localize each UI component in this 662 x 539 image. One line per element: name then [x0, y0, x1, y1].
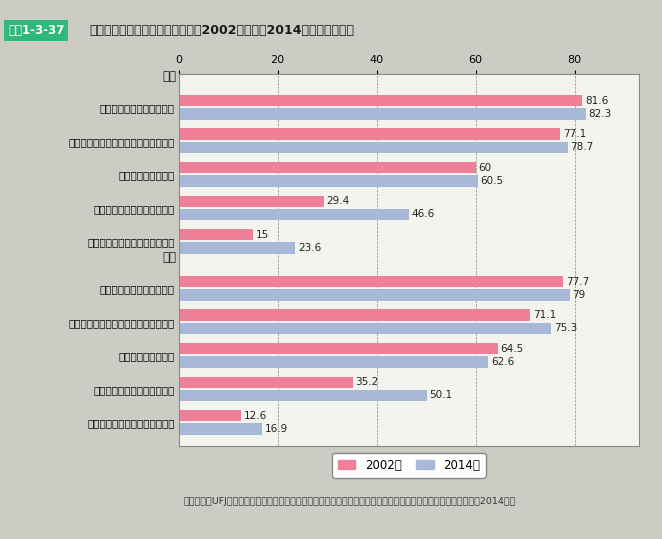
Text: 62.6: 62.6: [491, 357, 514, 367]
Bar: [179, 377, 353, 388]
Bar: [179, 229, 253, 240]
Bar: [179, 423, 262, 434]
Bar: [179, 128, 560, 140]
Text: 母親: 母親: [162, 251, 176, 264]
Text: 父親: 父親: [162, 70, 176, 83]
Bar: [179, 276, 563, 287]
Text: 12.6: 12.6: [244, 411, 267, 421]
Bar: [179, 243, 295, 254]
Bar: [179, 323, 551, 334]
Bar: [179, 410, 241, 421]
Bar: [179, 175, 478, 186]
Text: 71.1: 71.1: [533, 310, 556, 320]
Text: 46.6: 46.6: [412, 210, 435, 219]
Text: 23.6: 23.6: [298, 243, 321, 253]
Text: 16.9: 16.9: [265, 424, 288, 434]
Legend: 2002年, 2014年: 2002年, 2014年: [332, 453, 486, 478]
Text: 81.6: 81.6: [585, 95, 608, 106]
Text: 資料：三菱UFJリサーチ＆コンサルティング株式会社「子育て支援策等に関する調査（未就学児の父母調査）」（2014年）: 資料：三菱UFJリサーチ＆コンサルティング株式会社「子育て支援策等に関する調査（…: [183, 497, 516, 506]
Text: 82.3: 82.3: [589, 109, 612, 119]
Text: 77.1: 77.1: [563, 129, 586, 139]
Text: 64.5: 64.5: [500, 344, 524, 354]
Text: 78.7: 78.7: [571, 142, 594, 153]
Text: 77.7: 77.7: [565, 277, 589, 287]
Text: 35.2: 35.2: [355, 377, 379, 387]
Bar: [179, 356, 489, 368]
Bar: [179, 209, 409, 220]
Text: 60.5: 60.5: [481, 176, 504, 186]
Bar: [179, 95, 583, 106]
Text: 子どもが生まれる前の子育て観（2002年調査と2014年調査の比較）: 子どもが生まれる前の子育て観（2002年調査と2014年調査の比較）: [89, 24, 354, 37]
Text: 75.3: 75.3: [553, 323, 577, 334]
Bar: [179, 309, 530, 321]
Bar: [179, 108, 586, 120]
Bar: [179, 196, 324, 207]
Text: 29.4: 29.4: [326, 196, 350, 206]
Text: 15: 15: [256, 230, 269, 240]
Text: 図表1-3-37: 図表1-3-37: [8, 24, 64, 37]
Bar: [179, 343, 498, 354]
Text: 79: 79: [572, 290, 585, 300]
Bar: [179, 162, 475, 173]
Bar: [179, 289, 569, 301]
Bar: [179, 390, 426, 401]
Bar: [179, 142, 568, 153]
Text: 60: 60: [478, 163, 491, 172]
Text: 50.1: 50.1: [429, 390, 452, 400]
